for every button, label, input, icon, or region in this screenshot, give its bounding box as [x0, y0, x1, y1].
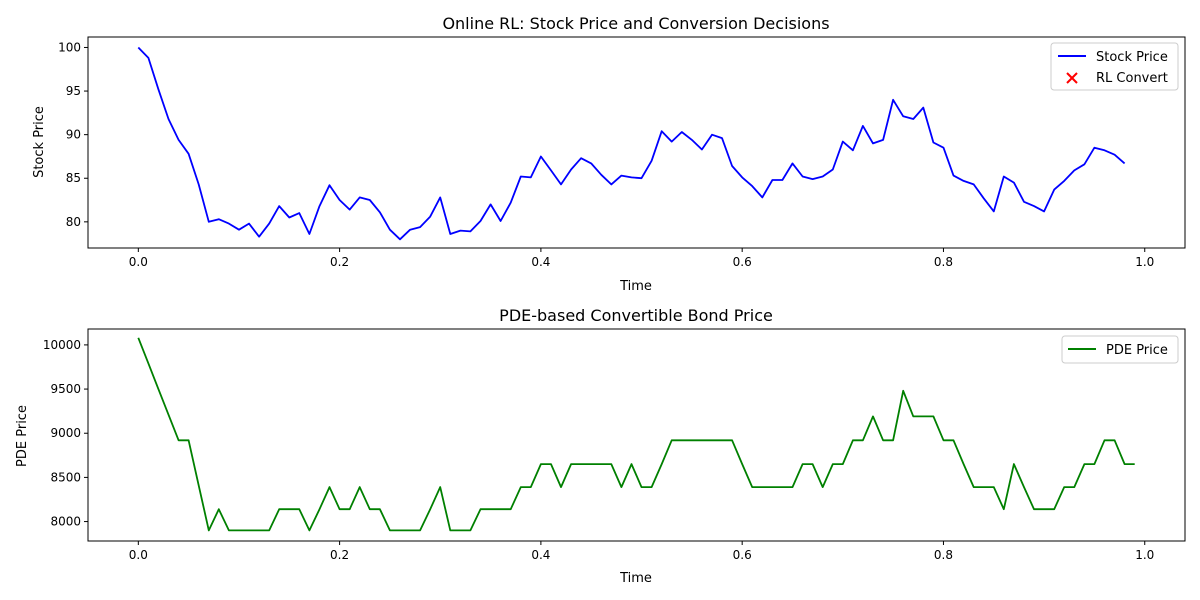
y-tick-label: 9500 — [50, 382, 81, 396]
x-tick-label: 0.2 — [330, 548, 349, 562]
chart-title: Online RL: Stock Price and Conversion De… — [442, 14, 829, 33]
y-tick-label: 80 — [66, 215, 81, 229]
y-axis-label: Stock Price — [32, 106, 47, 178]
legend-label-stock-price: Stock Price — [1096, 50, 1168, 65]
y-tick-label: 9000 — [50, 426, 81, 440]
y-axis-label: PDE Price — [15, 405, 30, 467]
x-tick-label: 0.6 — [733, 255, 752, 269]
x-tick-label: 1.0 — [1135, 255, 1154, 269]
y-tick-label: 90 — [66, 128, 81, 142]
legend-x-marker-rl-convert — [1066, 72, 1078, 84]
stock-price-chart: Online RL: Stock Price and Conversion De… — [32, 14, 1186, 294]
legend: Stock Price RL Convert — [1050, 42, 1179, 91]
x-tick-label: 1.0 — [1135, 548, 1154, 562]
series-layer — [137, 337, 1135, 532]
x-tick-label: 0.4 — [531, 255, 550, 269]
legend: PDE Price — [1061, 335, 1179, 364]
x-tick-label: 0.8 — [934, 548, 953, 562]
legend-box — [1061, 335, 1179, 364]
y-tick-label: 10000 — [43, 338, 81, 352]
series-line-stock-price — [137, 46, 1126, 241]
legend-label-pde-price: PDE Price — [1106, 343, 1168, 358]
plot-area-frame — [87, 36, 1186, 249]
y-tick-label: 100 — [58, 40, 81, 54]
chart-title: PDE-based Convertible Bond Price — [499, 306, 773, 325]
y-axis-ticks: 80 85 90 95 100 — [58, 40, 88, 229]
x-axis-label: Time — [619, 571, 652, 586]
x-tick-label: 0.4 — [531, 548, 550, 562]
x-axis-label: Time — [619, 279, 652, 294]
y-tick-label: 95 — [66, 84, 81, 98]
y-tick-label: 8000 — [50, 515, 81, 529]
y-tick-label: 8500 — [50, 470, 81, 484]
series-line-pde-price — [137, 337, 1135, 532]
x-tick-label: 0.6 — [733, 548, 752, 562]
plot-area-frame — [87, 328, 1186, 542]
x-tick-label: 0.0 — [129, 548, 148, 562]
x-tick-label: 0.8 — [934, 255, 953, 269]
x-axis-ticks: 0.0 0.2 0.4 0.6 0.8 1.0 — [129, 541, 1154, 562]
legend-box — [1050, 42, 1179, 91]
x-axis-ticks: 0.0 0.2 0.4 0.6 0.8 1.0 — [129, 248, 1154, 269]
x-tick-label: 0.0 — [129, 255, 148, 269]
y-axis-ticks: 8000 8500 9000 9500 10000 — [43, 338, 88, 529]
x-tick-label: 0.2 — [330, 255, 349, 269]
legend-label-rl-convert: RL Convert — [1096, 71, 1168, 86]
y-tick-label: 85 — [66, 171, 81, 185]
pde-price-chart: PDE-based Convertible Bond Price 0.0 0.2 0… — [15, 306, 1186, 586]
series-layer — [137, 46, 1126, 241]
